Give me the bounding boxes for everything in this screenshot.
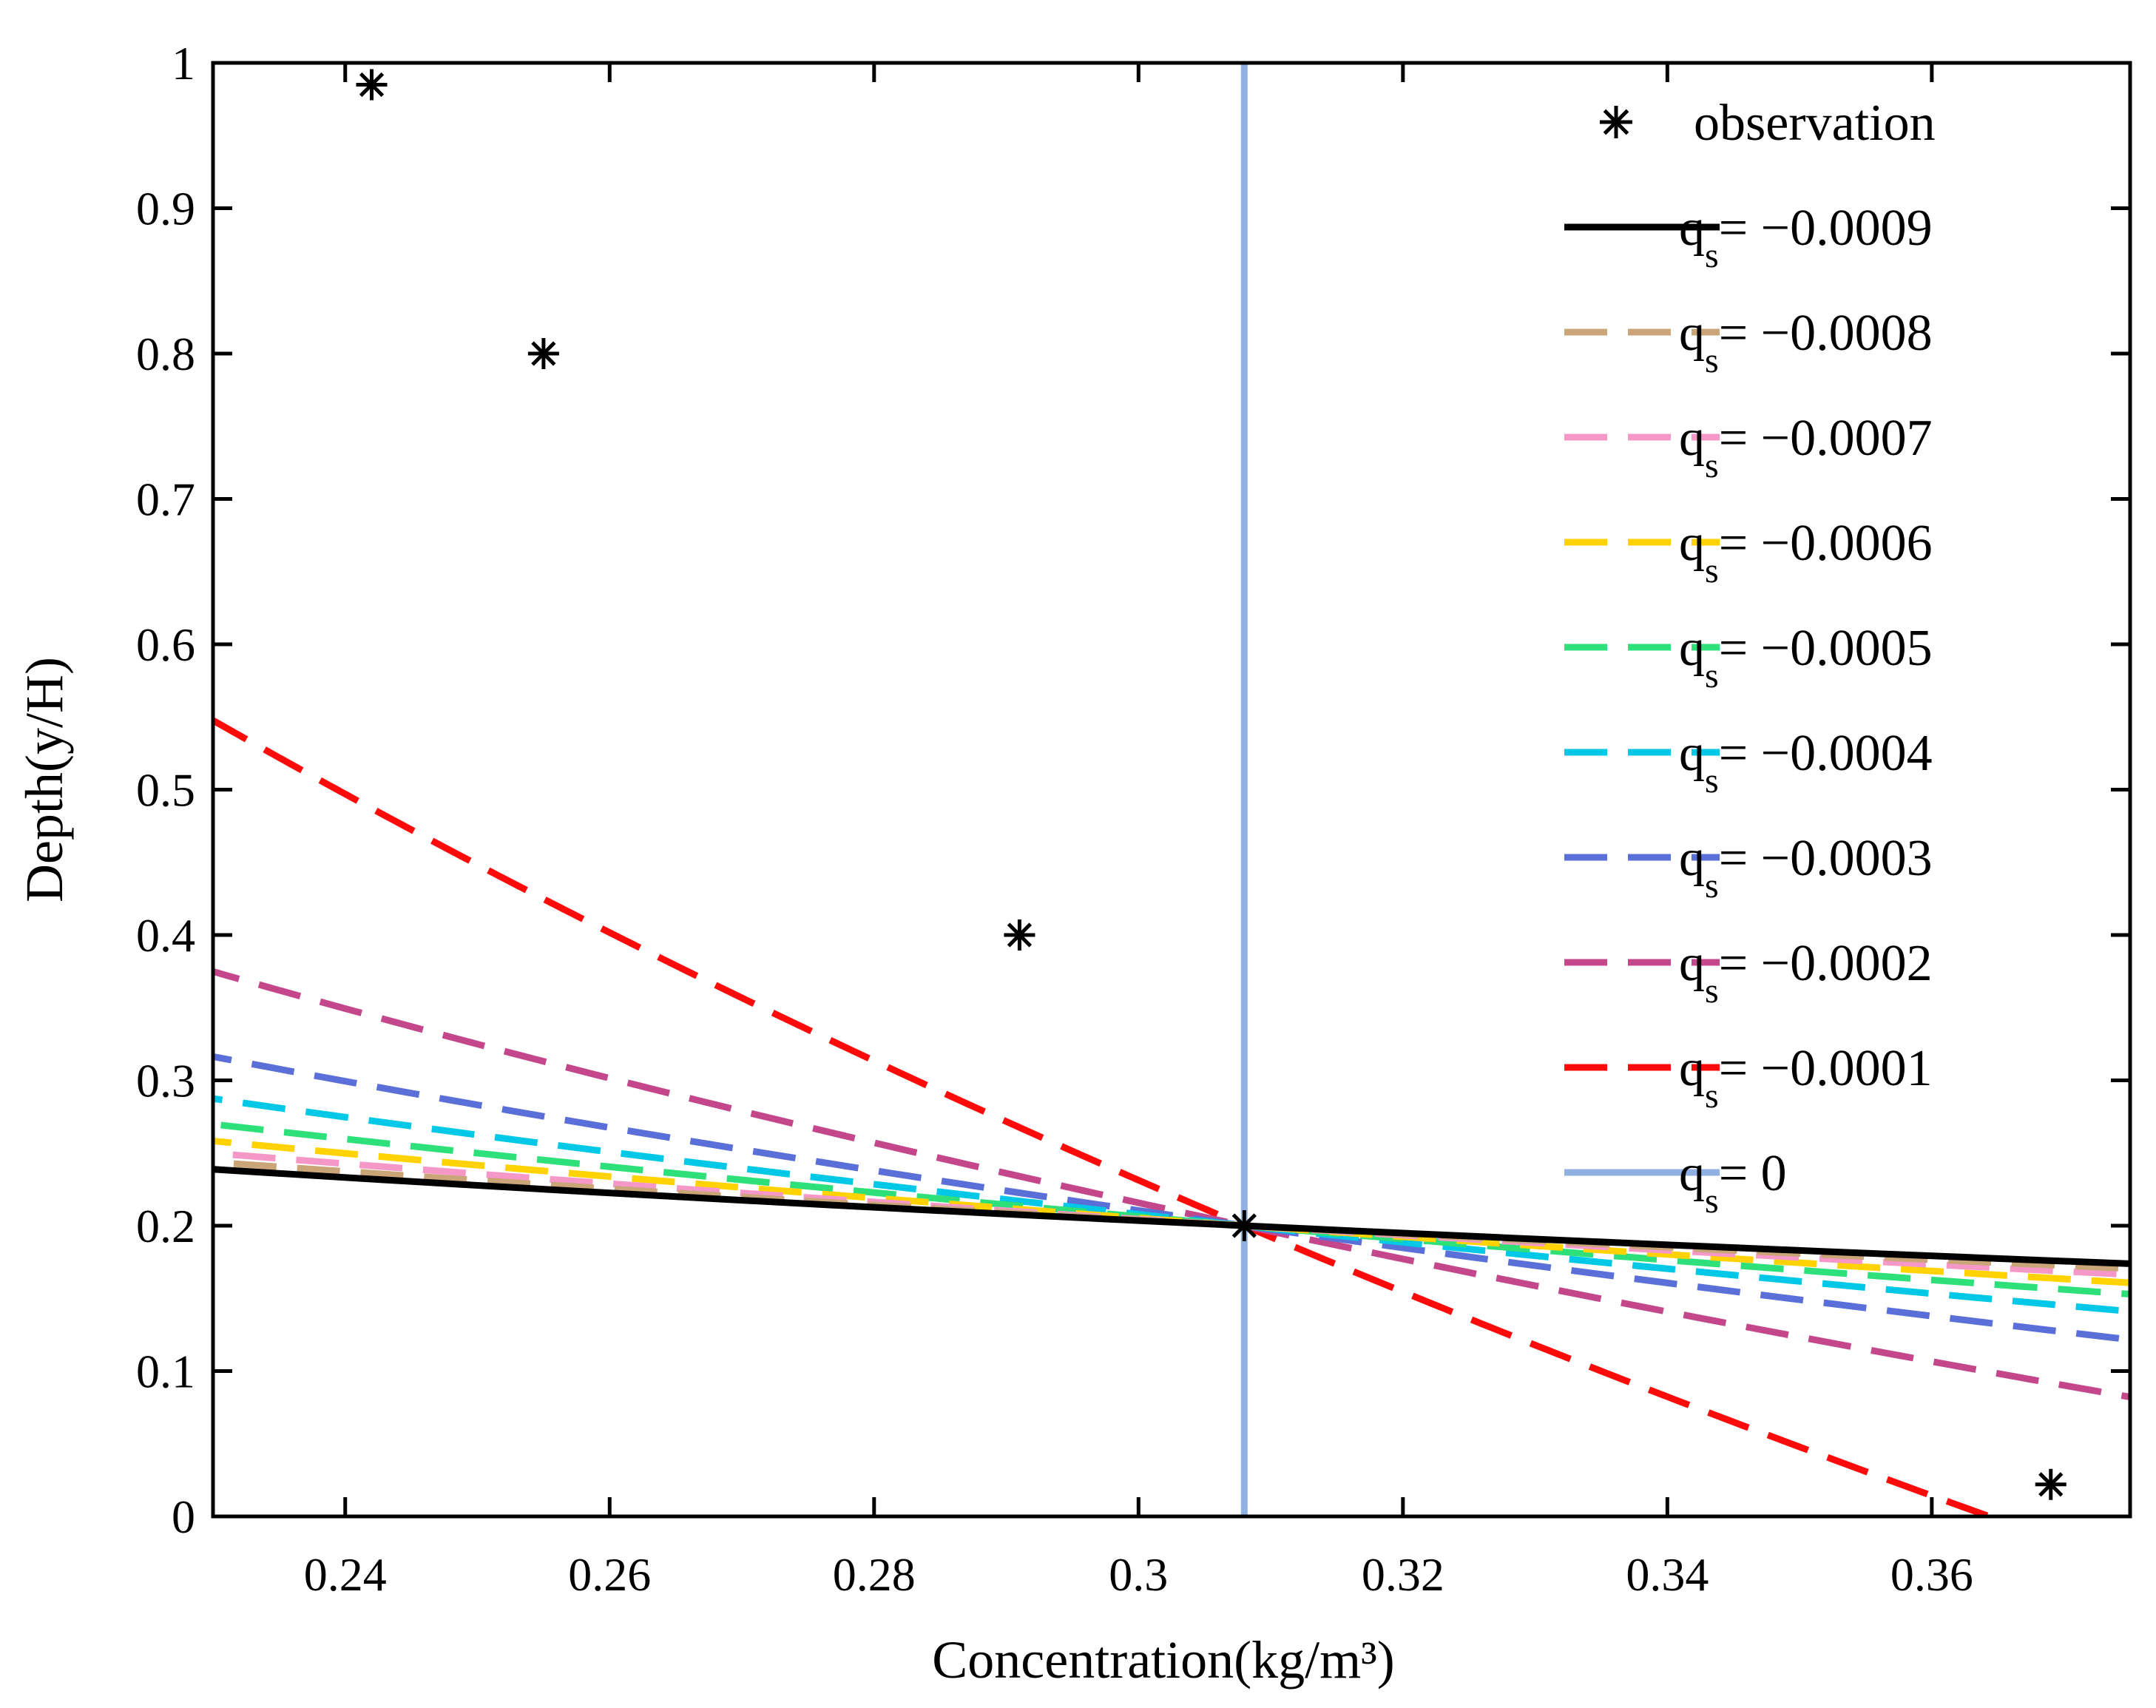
y-tick-label: 0 xyxy=(172,1491,195,1543)
series-line-8 xyxy=(213,716,1989,1516)
legend-label-8: qs= −0.0001 xyxy=(1679,1040,1933,1115)
legend-label-value: = −0.0008 xyxy=(1719,305,1933,362)
observation-point-1-stroke xyxy=(531,341,556,366)
legend-label-sub: s xyxy=(1705,1181,1719,1221)
y-tick-label: 0.3 xyxy=(136,1055,195,1107)
legend-label-q: q xyxy=(1679,935,1705,992)
observation-point-4-stroke xyxy=(2038,1472,2064,1497)
y-axis-label: Depth(y/H) xyxy=(15,657,74,902)
series-line-6 xyxy=(213,1053,2130,1343)
legend-label-q: q xyxy=(1679,515,1705,572)
legend-observation-label: observation xyxy=(1694,95,1936,152)
legend-observation-marker xyxy=(1600,106,1632,138)
legend-label-9: qs= 0 xyxy=(1679,1145,1787,1221)
legend-label-value: = −0.0002 xyxy=(1719,935,1933,992)
series-line-2 xyxy=(213,1150,2130,1278)
x-tick-label: 0.3 xyxy=(1109,1548,1168,1601)
legend-label-4: qs= −0.0005 xyxy=(1679,620,1933,695)
series-line-3 xyxy=(213,1137,2130,1286)
legend-label-value: = 0 xyxy=(1719,1145,1787,1202)
y-tick-label: 0.5 xyxy=(136,764,195,817)
x-tick-label: 0.34 xyxy=(1626,1548,1709,1601)
legend-label-sub: s xyxy=(1705,341,1719,380)
legend-label-sub: s xyxy=(1705,761,1719,800)
observation-point-3-stroke xyxy=(1231,1213,1257,1238)
legend-label-q: q xyxy=(1679,410,1705,467)
observation-point-2 xyxy=(1004,919,1035,951)
legend-label-q: q xyxy=(1679,725,1705,782)
legend-label-q: q xyxy=(1679,200,1705,257)
series-line-7 xyxy=(213,968,2130,1401)
observation-layer xyxy=(356,69,2067,1500)
y-tick-label: 1 xyxy=(172,37,195,90)
legend-label-0: qs= −0.0009 xyxy=(1679,200,1933,275)
y-tick-label: 0.8 xyxy=(136,328,195,380)
legend-label-sub: s xyxy=(1705,1076,1719,1115)
y-tick-label: 0.7 xyxy=(136,473,195,526)
x-tick-label: 0.32 xyxy=(1362,1548,1444,1601)
legend-observation-marker-stroke xyxy=(1603,109,1629,135)
observation-point-4 xyxy=(2035,1468,2067,1500)
observation-point-0 xyxy=(356,69,388,101)
x-tick-label: 0.26 xyxy=(568,1548,651,1601)
legend-label-3: qs= −0.0006 xyxy=(1679,515,1933,590)
series-line-4 xyxy=(213,1121,2130,1298)
series-line-5 xyxy=(213,1095,2130,1315)
x-tick-label: 0.36 xyxy=(1890,1548,1973,1601)
legend-label-q: q xyxy=(1679,620,1705,677)
observation-point-2-stroke xyxy=(1007,922,1033,948)
y-tick-label: 0.4 xyxy=(136,909,195,962)
series-layer xyxy=(213,61,2130,1516)
legend-label-q: q xyxy=(1679,830,1705,887)
y-tick-label: 0.2 xyxy=(136,1200,195,1252)
legend-label-sub: s xyxy=(1705,971,1719,1010)
y-tick-label: 0.9 xyxy=(136,183,195,235)
legend-label-value: = −0.0004 xyxy=(1719,725,1933,782)
y-tick-label: 0.1 xyxy=(136,1346,195,1398)
legend-label-2: qs= −0.0007 xyxy=(1679,410,1933,485)
observation-point-1 xyxy=(527,338,559,369)
legend-label-value: = −0.0006 xyxy=(1719,515,1933,572)
legend-label-1: qs= −0.0008 xyxy=(1679,305,1933,380)
x-axis-label: Concentration(kg/m³) xyxy=(932,1630,1394,1690)
legend-label-5: qs= −0.0004 xyxy=(1679,725,1933,800)
legend-label-q: q xyxy=(1679,1040,1705,1097)
legend-label-q: q xyxy=(1679,305,1705,362)
legend-label-7: qs= −0.0002 xyxy=(1679,935,1933,1010)
x-tick-label: 0.28 xyxy=(833,1548,916,1601)
legend-label-q: q xyxy=(1679,1145,1705,1202)
y-tick-label: 0.6 xyxy=(136,618,195,671)
legend-label-sub: s xyxy=(1705,236,1719,275)
legend-label-sub: s xyxy=(1705,656,1719,695)
legend-label-sub: s xyxy=(1705,446,1719,485)
legend-label-value: = −0.0007 xyxy=(1719,410,1933,467)
legend-label-value: = −0.0003 xyxy=(1719,830,1933,887)
legend-label-value: = −0.0001 xyxy=(1719,1040,1933,1097)
legend-label-value: = −0.0005 xyxy=(1719,620,1933,677)
legend-label-sub: s xyxy=(1705,551,1719,590)
axes-layer: 0.24 0.26 0.28 0.3 0.32 0.34 0.36 0 0.1 0.2 0.3 0.4… xyxy=(136,37,2132,1601)
observation-point-0-stroke xyxy=(359,72,385,98)
x-tick-label: 0.24 xyxy=(304,1548,387,1601)
observation-point-3 xyxy=(1229,1210,1260,1241)
legend-label-sub: s xyxy=(1705,866,1719,905)
legend-label-value: = −0.0009 xyxy=(1719,200,1933,257)
legend-label-6: qs= −0.0003 xyxy=(1679,830,1933,905)
